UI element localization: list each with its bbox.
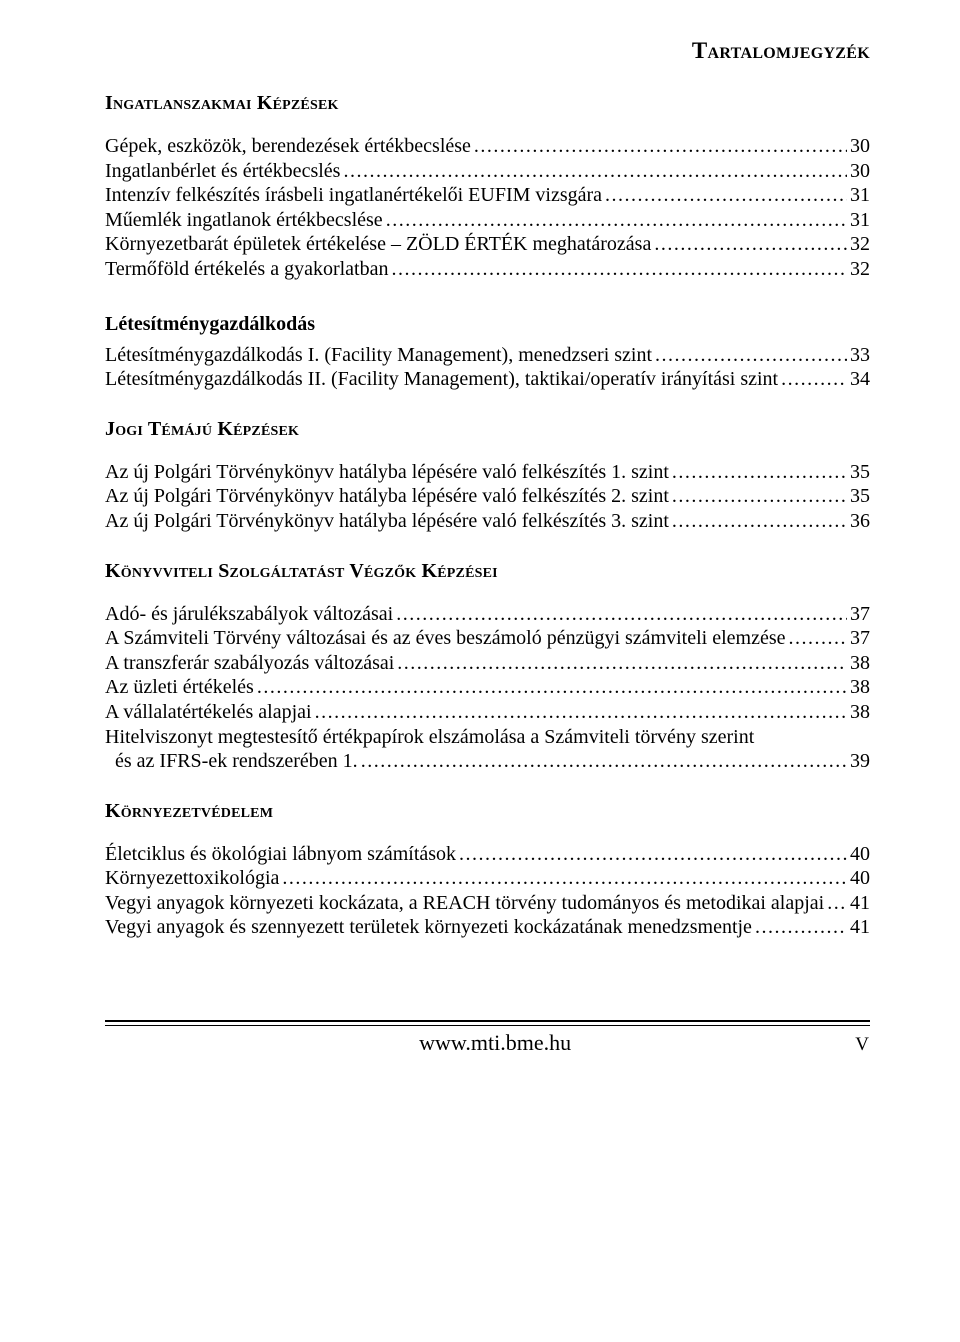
toc-page-number: 38 <box>850 676 870 700</box>
toc-leader-dots <box>391 258 847 282</box>
toc-entry: Adó- és járulékszabályok változásai 37 <box>105 603 870 627</box>
toc-text: Hitelviszonyt megtestesítő értékpapírok … <box>105 726 754 750</box>
toc-text: Környezettoxikológia <box>105 867 279 891</box>
toc-page-number: 41 <box>850 892 870 916</box>
toc-text: Az üzleti értékelés <box>105 676 254 700</box>
toc-entry-multiline-2: és az IFRS-ek rendszerében 1. 39 <box>105 750 870 774</box>
footer-page-number: V <box>855 1034 870 1056</box>
toc-page-number: 41 <box>850 916 870 940</box>
toc-text: Életciklus és ökológiai lábnyom számítás… <box>105 843 456 867</box>
toc-entry: A Számviteli Törvény változásai és az év… <box>105 627 870 651</box>
toc-text: és az IFRS-ek rendszerében 1. <box>105 750 358 774</box>
toc-leader-dots <box>672 485 847 509</box>
toc-entry: Vegyi anyagok és szennyezett területek k… <box>105 916 870 940</box>
toc-entry-multiline-1: Hitelviszonyt megtestesítő értékpapírok … <box>105 726 870 750</box>
section-heading-jogi: Jogi Témájú Képzések <box>105 418 870 441</box>
toc-page-number: 35 <box>850 485 870 509</box>
toc-leader-dots <box>396 603 847 627</box>
toc-text: Intenzív felkészítés írásbeli ingatlanér… <box>105 184 602 208</box>
toc-entry: Létesítménygazdálkodás I. (Facility Mana… <box>105 344 870 368</box>
toc-entry: Ingatlanbérlet és értékbecslés 30 <box>105 160 870 184</box>
toc-leader-dots <box>654 233 847 257</box>
page-title: Tartalomjegyzék <box>105 38 870 64</box>
toc-text: A transzferár szabályozás változásai <box>105 652 394 676</box>
toc-text: Létesítménygazdálkodás II. (Facility Man… <box>105 368 778 392</box>
toc-leader-dots <box>655 344 847 368</box>
section-heading-kornyezet: Környezetvédelem <box>105 800 870 823</box>
toc-page-number: 37 <box>850 603 870 627</box>
toc-page-number: 40 <box>850 867 870 891</box>
toc-entry: Műemlék ingatlanok értékbecslése 31 <box>105 209 870 233</box>
toc-text: Ingatlanbérlet és értékbecslés <box>105 160 340 184</box>
subsection-heading-letesitmeny: Létesítménygazdálkodás <box>105 313 870 336</box>
toc-text: Műemlék ingatlanok értékbecslése <box>105 209 383 233</box>
toc-leader-dots <box>343 160 847 184</box>
toc-text: Létesítménygazdálkodás I. (Facility Mana… <box>105 344 652 368</box>
toc-leader-dots <box>397 652 847 676</box>
toc-page-number: 30 <box>850 135 870 159</box>
toc-entry: Termőföld értékelés a gyakorlatban 32 <box>105 258 870 282</box>
toc-page-number: 32 <box>850 258 870 282</box>
toc-leader-dots <box>672 461 847 485</box>
toc-leader-dots <box>361 750 847 774</box>
toc-entry: A vállalatértékelés alapjai 38 <box>105 701 870 725</box>
toc-entry: Vegyi anyagok környezeti kockázata, a RE… <box>105 892 870 916</box>
toc-leader-dots <box>789 627 848 651</box>
page-container: Tartalomjegyzék Ingatlanszakmai Képzések… <box>0 0 960 1342</box>
toc-entry: Az üzleti értékelés 38 <box>105 676 870 700</box>
toc-entry: Környezettoxikológia 40 <box>105 867 870 891</box>
toc-page-number: 30 <box>850 160 870 184</box>
section-heading-ingatlan: Ingatlanszakmai Képzések <box>105 92 870 115</box>
toc-leader-dots <box>781 368 847 392</box>
toc-entry: Az új Polgári Törvénykönyv hatályba lépé… <box>105 485 870 509</box>
toc-text: A Számviteli Törvény változásai és az év… <box>105 627 786 651</box>
toc-page-number: 32 <box>850 233 870 257</box>
toc-leader-dots <box>474 135 847 159</box>
toc-leader-dots <box>315 701 847 725</box>
toc-text: Az új Polgári Törvénykönyv hatályba lépé… <box>105 461 669 485</box>
toc-leader-dots <box>755 916 847 940</box>
toc-page-number: 33 <box>850 344 870 368</box>
toc-text: Környezetbarát épületek értékelése – ZÖL… <box>105 233 651 257</box>
toc-page-number: 35 <box>850 461 870 485</box>
toc-entry: Környezetbarát épületek értékelése – ZÖL… <box>105 233 870 257</box>
toc-leader-dots <box>605 184 847 208</box>
toc-page-number: 31 <box>850 209 870 233</box>
toc-text: Az új Polgári Törvénykönyv hatályba lépé… <box>105 510 669 534</box>
toc-entry: Az új Polgári Törvénykönyv hatályba lépé… <box>105 510 870 534</box>
toc-page-number: 36 <box>850 510 870 534</box>
toc-entry: Gépek, eszközök, berendezések értékbecsl… <box>105 135 870 159</box>
toc-page-number: 40 <box>850 843 870 867</box>
toc-page-number: 31 <box>850 184 870 208</box>
toc-text: Vegyi anyagok környezeti kockázata, a RE… <box>105 892 824 916</box>
toc-text: Gépek, eszközök, berendezések értékbecsl… <box>105 135 471 159</box>
toc-leader-dots <box>827 892 847 916</box>
toc-entry: Az új Polgári Törvénykönyv hatályba lépé… <box>105 461 870 485</box>
toc-leader-dots <box>257 676 847 700</box>
toc-text: Az új Polgári Törvénykönyv hatályba lépé… <box>105 485 669 509</box>
footer-url: www.mti.bme.hu <box>135 1030 855 1056</box>
toc-page-number: 39 <box>850 750 870 774</box>
toc-entry: Létesítménygazdálkodás II. (Facility Man… <box>105 368 870 392</box>
toc-entry: Életciklus és ökológiai lábnyom számítás… <box>105 843 870 867</box>
toc-page-number: 38 <box>850 701 870 725</box>
toc-page-number: 34 <box>850 368 870 392</box>
toc-leader-dots <box>282 867 847 891</box>
toc-text: Adó- és járulékszabályok változásai <box>105 603 393 627</box>
toc-text: A vállalatértékelés alapjai <box>105 701 312 725</box>
toc-page-number: 38 <box>850 652 870 676</box>
toc-page-number: 37 <box>850 627 870 651</box>
toc-text: Termőföld értékelés a gyakorlatban <box>105 258 388 282</box>
toc-text: Vegyi anyagok és szennyezett területek k… <box>105 916 752 940</box>
toc-entry: A transzferár szabályozás változásai 38 <box>105 652 870 676</box>
toc-entry: Intenzív felkészítés írásbeli ingatlanér… <box>105 184 870 208</box>
toc-leader-dots <box>386 209 847 233</box>
section-heading-konyvviteli: Könyvviteli Szolgáltatást Végzők Képzése… <box>105 560 870 583</box>
toc-leader-dots <box>459 843 847 867</box>
toc-leader-dots <box>672 510 847 534</box>
page-footer: www.mti.bme.hu V <box>105 1020 870 1056</box>
